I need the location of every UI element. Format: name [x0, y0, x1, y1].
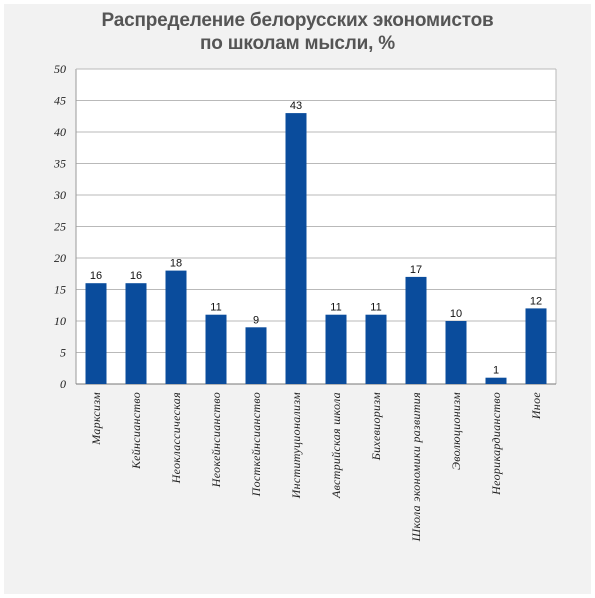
bar — [445, 321, 467, 384]
x-tick-label: Посткейнсианство — [249, 392, 263, 497]
bar — [125, 283, 147, 384]
data-label: 17 — [410, 264, 422, 276]
data-label: 11 — [330, 302, 341, 314]
x-tick-labels: Марксизм Кейнсианство Неоклассическая Неоке… — [89, 392, 543, 543]
y-tick-label: 45 — [54, 94, 66, 108]
y-tick-label: 50 — [54, 62, 66, 76]
y-tick-label: 20 — [54, 251, 66, 265]
bar — [485, 377, 507, 384]
axes — [75, 68, 557, 385]
x-tick-label: Неоклассическая — [169, 392, 183, 484]
y-tick-label: 10 — [54, 314, 66, 328]
x-tick-label: Школа экономики развития — [409, 392, 423, 542]
x-tick-label: Институционализм — [289, 392, 303, 499]
x-tick-label: Кейнсианство — [129, 392, 143, 470]
bar — [245, 327, 267, 384]
data-label: 16 — [90, 270, 102, 282]
bar — [405, 276, 427, 384]
bar — [85, 283, 107, 384]
data-label: 9 — [253, 314, 259, 326]
data-label: 11 — [370, 302, 381, 314]
bar — [165, 270, 187, 384]
y-tick-label: 35 — [53, 157, 66, 171]
x-tick-label: Эволюционизм — [449, 392, 463, 470]
data-label: 12 — [530, 295, 542, 307]
bar — [285, 113, 307, 384]
gridlines — [76, 68, 556, 384]
chart-title: Распределение белорусских экономистов — [101, 10, 494, 31]
bar — [205, 314, 227, 384]
y-tick-label: 15 — [54, 283, 66, 297]
y-tick-labels: 0 5 10 15 20 25 30 35 40 45 50 — [53, 62, 66, 391]
data-label: 11 — [210, 302, 221, 314]
x-tick-label: Неокейнсианство — [209, 392, 223, 488]
bar — [365, 314, 387, 384]
data-labels: 16 16 18 11 9 43 11 11 17 10 1 12 — [90, 100, 542, 377]
x-tick-label: Неорикардианство — [489, 392, 503, 496]
data-label: 1 — [493, 365, 499, 377]
y-tick-label: 25 — [54, 220, 66, 234]
y-tick-label: 40 — [54, 125, 66, 139]
data-label: 16 — [130, 270, 142, 282]
data-label: 43 — [290, 100, 302, 112]
bar — [525, 308, 547, 384]
bars — [85, 113, 547, 384]
x-tick-label: Марксизм — [89, 392, 103, 446]
data-label: 10 — [450, 308, 462, 320]
y-tick-label: 0 — [60, 377, 66, 391]
bar — [325, 314, 347, 384]
x-tick-label: Бихевиоризм — [369, 392, 383, 461]
x-tick-label: Иное — [529, 392, 543, 421]
x-tick-label: Австрийская школа — [329, 392, 343, 499]
y-tick-label: 5 — [60, 346, 66, 360]
y-tick-label: 30 — [53, 188, 66, 202]
chart-subtitle: по школам мысли, % — [199, 33, 395, 54]
data-label: 18 — [170, 258, 182, 270]
